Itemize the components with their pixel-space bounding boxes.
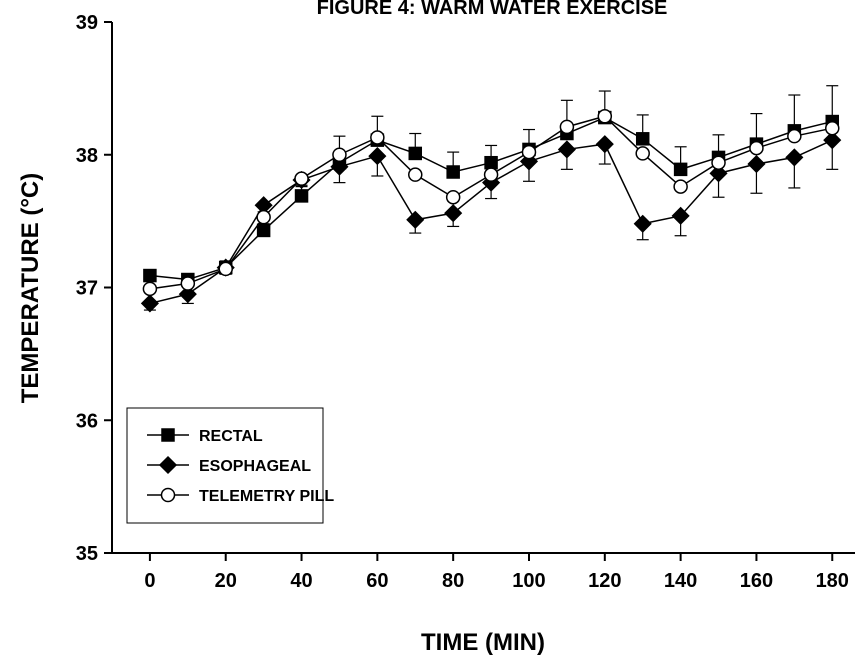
x-tick-label: 0 <box>144 570 155 592</box>
data-point <box>332 147 347 162</box>
data-point <box>406 210 425 229</box>
data-point <box>178 285 197 304</box>
x-tick-label: 160 <box>740 570 773 592</box>
data-point <box>446 165 460 179</box>
data-point <box>749 140 764 156</box>
data-point <box>368 147 387 166</box>
data-point <box>595 135 614 154</box>
data-point <box>635 132 650 146</box>
data-point <box>747 154 766 174</box>
chart-title: FIGURE 4: WARM WATER EXERCISE <box>317 0 668 19</box>
data-point <box>294 189 309 203</box>
y-tick-label: 39 <box>76 12 98 34</box>
data-point <box>823 131 842 150</box>
x-tick-label: 120 <box>588 570 621 592</box>
data-point <box>597 109 613 124</box>
data-point <box>330 157 349 176</box>
data-point <box>671 206 690 225</box>
data-point <box>408 167 423 182</box>
data-point <box>484 155 498 170</box>
data-point <box>559 119 575 135</box>
data-point <box>256 209 271 225</box>
x-tick-label: 180 <box>816 570 849 592</box>
x-tick-label: 20 <box>215 570 237 592</box>
y-tick-label: 35 <box>76 543 98 565</box>
data-point <box>445 189 461 205</box>
x-tick-label: 100 <box>512 570 545 592</box>
data-point <box>673 179 688 194</box>
data-point <box>180 276 196 291</box>
data-point <box>709 164 728 183</box>
y-axis-label: TEMPERATURE (°C) <box>17 173 44 403</box>
data-point <box>633 214 652 233</box>
data-point <box>218 261 233 277</box>
y-tick-label: 36 <box>76 410 98 432</box>
y-tick-label: 38 <box>76 145 98 167</box>
legend-label: RECTAL <box>199 428 263 445</box>
data-point <box>825 120 840 136</box>
x-tick-label: 40 <box>290 570 312 592</box>
legend-marker <box>161 428 175 442</box>
data-point <box>294 171 309 186</box>
data-point <box>557 140 576 159</box>
data-point <box>256 223 271 238</box>
data-point <box>408 146 423 161</box>
data-point <box>483 167 499 182</box>
x-axis-label: TIME (MIN) <box>421 629 545 656</box>
legend-marker <box>160 487 176 503</box>
legend-label: ESOPHAGEAL <box>199 458 311 475</box>
x-tick-label: 60 <box>366 570 388 592</box>
legend-label: TELEMETRY PILL <box>199 488 334 505</box>
data-point <box>140 294 159 313</box>
legend-marker <box>158 455 178 475</box>
data-point <box>635 146 650 161</box>
data-point <box>673 162 688 177</box>
data-point <box>711 155 726 170</box>
data-point <box>787 128 802 144</box>
data-point <box>444 204 463 223</box>
data-point <box>142 281 158 297</box>
x-tick-label: 140 <box>664 570 697 592</box>
data-point <box>521 144 537 160</box>
data-point <box>785 148 804 167</box>
x-tick-label: 80 <box>442 570 464 592</box>
data-point <box>143 268 157 283</box>
data-point <box>370 130 385 145</box>
series-line <box>149 115 833 290</box>
y-tick-label: 37 <box>76 278 98 300</box>
